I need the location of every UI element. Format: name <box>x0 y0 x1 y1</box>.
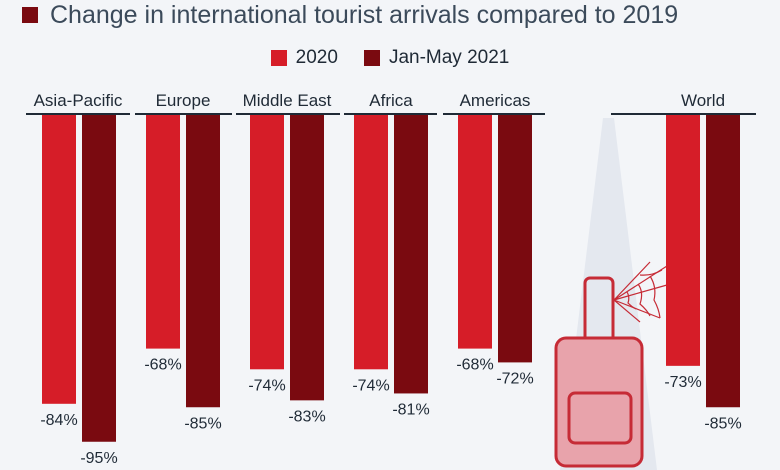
bar-africa-2020 <box>354 114 388 370</box>
bar-asia-pacific-2020 <box>42 114 76 404</box>
suitcase-pocket <box>567 391 633 445</box>
bar-middle-east-2020 <box>250 114 284 370</box>
category-label-middle-east: Middle East <box>243 91 332 110</box>
value-label-world-2020: -73% <box>664 374 701 391</box>
value-label-americas-2021: -72% <box>496 370 533 387</box>
value-label-americas-2020: -68% <box>456 357 493 374</box>
cobweb-icon <box>613 261 668 323</box>
bar-europe-2020 <box>146 114 180 349</box>
category-labels: Asia-Pacific Europe Middle East Africa Ameri… <box>34 91 725 110</box>
bar-world-2021 <box>706 114 740 408</box>
value-label-europe-2020: -68% <box>144 357 181 374</box>
category-label-americas: Americas <box>460 91 531 110</box>
value-label-middle-east-2020: -74% <box>248 377 285 394</box>
category-label-africa: Africa <box>369 91 413 110</box>
category-label-asia-pacific: Asia-Pacific <box>34 91 123 110</box>
legend-item-2021: Jan-May 2021 <box>363 47 510 69</box>
legend-swatch-2021 <box>363 50 380 66</box>
value-labels: -84%-95%-68%-85%-74%-83%-74%-81%-68%-72%… <box>40 357 741 467</box>
legend-swatch-2020 <box>270 50 287 66</box>
bar-africa-2021 <box>394 114 428 394</box>
bar-asia-pacific-2021 <box>82 114 116 442</box>
bar-americas-2021 <box>498 114 532 363</box>
value-label-middle-east-2021: -83% <box>288 408 325 425</box>
bar-world-2020 <box>666 114 700 366</box>
suitcase-with-cobweb-illustration <box>554 118 668 470</box>
suitcase-body <box>554 336 644 468</box>
legend-item-2020: 2020 <box>270 47 338 69</box>
subtitle-row: Change in international tourist arrivals… <box>22 0 678 30</box>
value-label-europe-2021: -85% <box>184 415 221 432</box>
value-label-africa-2021: -81% <box>392 401 429 418</box>
value-label-world-2021: -85% <box>704 415 741 432</box>
value-label-asia-pacific-2021: -95% <box>80 450 117 467</box>
bar-europe-2021 <box>186 114 220 408</box>
legend-label-2020: 2020 <box>295 47 338 68</box>
bar-middle-east-2021 <box>290 114 324 401</box>
category-label-europe: Europe <box>156 91 211 110</box>
bar-americas-2020 <box>458 114 492 349</box>
subtitle-marker <box>22 7 38 23</box>
legend-label-2021: Jan-May 2021 <box>388 47 510 68</box>
value-label-africa-2020: -74% <box>352 377 389 394</box>
value-label-asia-pacific-2020: -84% <box>40 412 77 429</box>
chart-subtitle: Change in international tourist arrivals… <box>50 0 679 29</box>
legend: 2020 Jan-May 2021 <box>0 47 780 69</box>
bars-group <box>42 114 740 442</box>
suitcase-icon <box>554 276 644 468</box>
category-label-world: World <box>681 91 725 110</box>
